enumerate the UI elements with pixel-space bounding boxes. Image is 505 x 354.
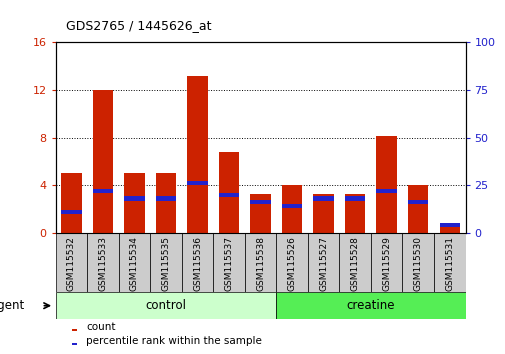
- Bar: [276, 292, 465, 319]
- Bar: [401, 233, 433, 292]
- Text: GSM115537: GSM115537: [224, 236, 233, 291]
- Bar: [344, 196, 365, 201]
- Bar: [439, 223, 459, 227]
- Bar: [250, 200, 270, 204]
- Bar: [61, 210, 81, 214]
- Text: GSM115530: GSM115530: [413, 236, 422, 291]
- Bar: [407, 200, 428, 204]
- Text: GSM115528: GSM115528: [350, 236, 359, 291]
- Text: GSM115534: GSM115534: [130, 236, 139, 291]
- Bar: [370, 233, 401, 292]
- Bar: [72, 329, 77, 331]
- Text: GSM115529: GSM115529: [381, 236, 390, 291]
- Bar: [187, 181, 208, 185]
- Bar: [376, 189, 396, 193]
- Bar: [433, 233, 465, 292]
- Bar: [339, 233, 370, 292]
- Text: control: control: [145, 299, 186, 312]
- Bar: [281, 185, 302, 233]
- Bar: [72, 343, 77, 345]
- Text: GSM115538: GSM115538: [256, 236, 265, 291]
- Bar: [156, 196, 176, 201]
- Bar: [56, 233, 87, 292]
- Text: agent: agent: [0, 299, 24, 312]
- Bar: [61, 173, 81, 233]
- Bar: [92, 90, 113, 233]
- Text: percentile rank within the sample: percentile rank within the sample: [86, 336, 262, 346]
- Bar: [213, 233, 244, 292]
- Text: GSM115532: GSM115532: [67, 236, 76, 291]
- Bar: [313, 196, 333, 201]
- Bar: [281, 204, 302, 208]
- Bar: [92, 189, 113, 193]
- Text: GSM115535: GSM115535: [161, 236, 170, 291]
- Bar: [250, 194, 270, 233]
- Text: GSM115533: GSM115533: [98, 236, 107, 291]
- Bar: [307, 233, 339, 292]
- Bar: [344, 194, 365, 233]
- Bar: [181, 233, 213, 292]
- Bar: [124, 196, 144, 201]
- Text: GSM115531: GSM115531: [444, 236, 453, 291]
- Text: GDS2765 / 1445626_at: GDS2765 / 1445626_at: [66, 19, 211, 32]
- Bar: [87, 233, 119, 292]
- Bar: [218, 152, 239, 233]
- Bar: [119, 233, 150, 292]
- Text: count: count: [86, 322, 116, 332]
- Text: GSM115526: GSM115526: [287, 236, 296, 291]
- Bar: [313, 194, 333, 233]
- Bar: [376, 136, 396, 233]
- Bar: [439, 224, 459, 233]
- Bar: [244, 233, 276, 292]
- Bar: [56, 292, 276, 319]
- Bar: [218, 193, 239, 197]
- Text: GSM115527: GSM115527: [319, 236, 328, 291]
- Bar: [150, 233, 181, 292]
- Bar: [407, 185, 428, 233]
- Bar: [187, 76, 208, 233]
- Bar: [276, 233, 307, 292]
- Text: GSM115536: GSM115536: [192, 236, 201, 291]
- Bar: [124, 173, 144, 233]
- Bar: [156, 173, 176, 233]
- Text: creatine: creatine: [346, 299, 394, 312]
